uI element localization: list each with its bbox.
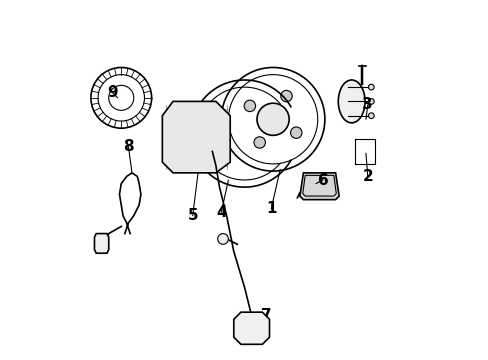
Polygon shape	[94, 234, 108, 253]
Text: 4: 4	[216, 204, 226, 220]
Text: 7: 7	[260, 308, 271, 323]
Circle shape	[253, 137, 265, 148]
Circle shape	[257, 103, 288, 135]
Circle shape	[367, 113, 373, 118]
Text: 6: 6	[317, 172, 328, 188]
Polygon shape	[299, 173, 339, 200]
Circle shape	[280, 90, 292, 102]
Text: 5: 5	[187, 208, 198, 223]
Polygon shape	[162, 102, 230, 173]
Circle shape	[367, 99, 373, 104]
Text: 8: 8	[123, 139, 133, 154]
Text: 2: 2	[362, 169, 372, 184]
Ellipse shape	[338, 80, 365, 123]
Circle shape	[217, 234, 228, 244]
Text: 1: 1	[265, 201, 276, 216]
Circle shape	[367, 84, 373, 90]
Text: 9: 9	[107, 85, 118, 100]
Polygon shape	[233, 312, 269, 344]
Circle shape	[290, 127, 302, 138]
Text: 3: 3	[362, 98, 372, 112]
Circle shape	[244, 100, 255, 112]
